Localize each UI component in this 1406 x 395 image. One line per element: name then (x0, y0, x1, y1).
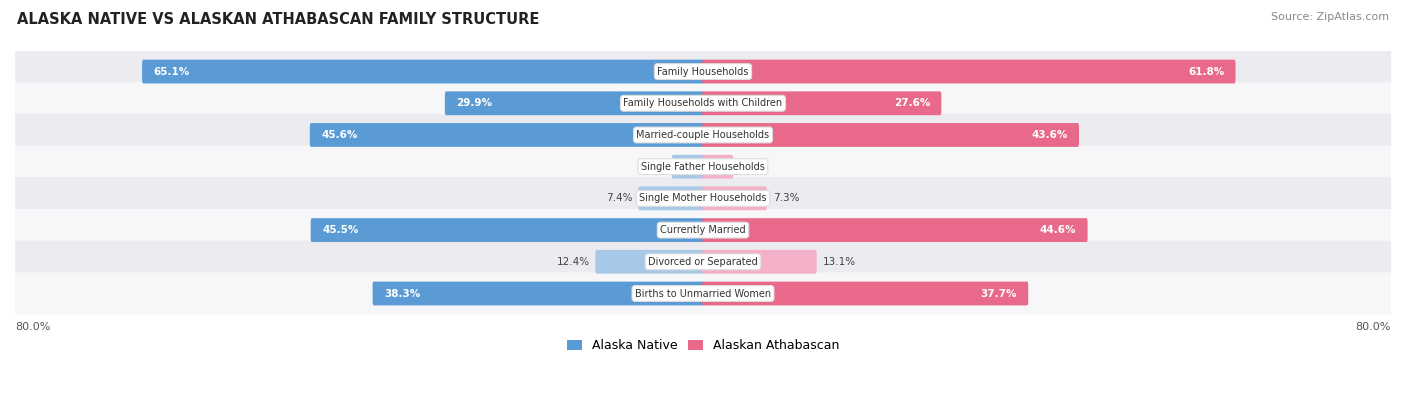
Text: 45.6%: 45.6% (321, 130, 357, 140)
Text: Single Father Households: Single Father Households (641, 162, 765, 172)
FancyBboxPatch shape (11, 209, 1395, 251)
FancyBboxPatch shape (702, 282, 1028, 305)
FancyBboxPatch shape (311, 218, 704, 242)
FancyBboxPatch shape (702, 123, 1078, 147)
FancyBboxPatch shape (702, 60, 1236, 83)
FancyBboxPatch shape (638, 186, 704, 210)
FancyBboxPatch shape (702, 155, 734, 179)
Text: 37.7%: 37.7% (980, 288, 1017, 299)
Text: Family Households: Family Households (658, 67, 748, 77)
FancyBboxPatch shape (11, 273, 1395, 314)
Text: Source: ZipAtlas.com: Source: ZipAtlas.com (1271, 12, 1389, 22)
FancyBboxPatch shape (11, 51, 1395, 93)
FancyBboxPatch shape (11, 241, 1395, 283)
Text: 12.4%: 12.4% (557, 257, 589, 267)
Text: 65.1%: 65.1% (153, 67, 190, 77)
Text: Divorced or Separated: Divorced or Separated (648, 257, 758, 267)
FancyBboxPatch shape (11, 146, 1395, 188)
Text: Married-couple Households: Married-couple Households (637, 130, 769, 140)
Text: Births to Unmarried Women: Births to Unmarried Women (636, 288, 770, 299)
FancyBboxPatch shape (444, 91, 704, 115)
Text: 43.6%: 43.6% (1031, 130, 1067, 140)
FancyBboxPatch shape (11, 82, 1395, 124)
FancyBboxPatch shape (702, 91, 942, 115)
Text: Family Households with Children: Family Households with Children (623, 98, 783, 108)
Text: 61.8%: 61.8% (1188, 67, 1225, 77)
FancyBboxPatch shape (702, 186, 766, 210)
FancyBboxPatch shape (309, 123, 704, 147)
Text: ALASKA NATIVE VS ALASKAN ATHABASCAN FAMILY STRUCTURE: ALASKA NATIVE VS ALASKAN ATHABASCAN FAMI… (17, 12, 540, 27)
Text: 3.5%: 3.5% (640, 162, 666, 172)
Text: 7.4%: 7.4% (606, 194, 633, 203)
FancyBboxPatch shape (595, 250, 704, 274)
Text: Currently Married: Currently Married (661, 225, 745, 235)
FancyBboxPatch shape (702, 218, 1088, 242)
Text: Single Mother Households: Single Mother Households (640, 194, 766, 203)
Legend: Alaska Native, Alaskan Athabascan: Alaska Native, Alaskan Athabascan (562, 334, 844, 357)
Text: 80.0%: 80.0% (15, 322, 51, 332)
Text: 80.0%: 80.0% (1355, 322, 1391, 332)
Text: 27.6%: 27.6% (894, 98, 929, 108)
Text: 7.3%: 7.3% (773, 194, 799, 203)
FancyBboxPatch shape (373, 282, 704, 305)
Text: 45.5%: 45.5% (322, 225, 359, 235)
FancyBboxPatch shape (11, 177, 1395, 220)
Text: 13.1%: 13.1% (823, 257, 856, 267)
FancyBboxPatch shape (702, 250, 817, 274)
FancyBboxPatch shape (672, 155, 704, 179)
Text: 38.3%: 38.3% (384, 288, 420, 299)
Text: 44.6%: 44.6% (1040, 225, 1076, 235)
FancyBboxPatch shape (142, 60, 704, 83)
Text: 29.9%: 29.9% (456, 98, 492, 108)
Text: 3.4%: 3.4% (740, 162, 766, 172)
FancyBboxPatch shape (11, 114, 1395, 156)
